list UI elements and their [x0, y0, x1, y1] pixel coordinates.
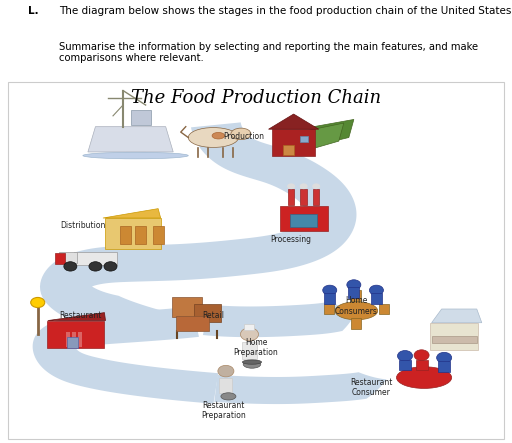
Circle shape	[414, 350, 429, 361]
FancyBboxPatch shape	[438, 361, 450, 372]
FancyBboxPatch shape	[120, 226, 131, 244]
Ellipse shape	[243, 360, 262, 364]
FancyBboxPatch shape	[66, 332, 70, 347]
Ellipse shape	[188, 128, 239, 148]
FancyBboxPatch shape	[399, 360, 411, 370]
Ellipse shape	[243, 360, 261, 368]
Text: Home
Consumers: Home Consumers	[335, 296, 378, 316]
Polygon shape	[88, 127, 173, 152]
FancyBboxPatch shape	[379, 303, 389, 315]
Circle shape	[347, 280, 361, 290]
Polygon shape	[203, 302, 356, 337]
FancyBboxPatch shape	[176, 316, 208, 330]
Polygon shape	[103, 209, 161, 218]
FancyBboxPatch shape	[351, 290, 361, 301]
FancyBboxPatch shape	[324, 293, 335, 303]
FancyBboxPatch shape	[348, 288, 359, 298]
FancyBboxPatch shape	[371, 293, 382, 303]
FancyBboxPatch shape	[8, 82, 504, 439]
FancyBboxPatch shape	[74, 252, 117, 265]
FancyBboxPatch shape	[301, 189, 307, 205]
FancyBboxPatch shape	[351, 318, 361, 329]
Circle shape	[312, 183, 320, 189]
Polygon shape	[215, 372, 387, 404]
FancyBboxPatch shape	[290, 214, 317, 227]
Text: Summarise the information by selecting and reporting the main features, and make: Summarise the information by selecting a…	[59, 42, 478, 63]
Polygon shape	[314, 120, 354, 145]
FancyBboxPatch shape	[78, 332, 82, 347]
Ellipse shape	[221, 393, 236, 400]
Text: Distribution: Distribution	[60, 221, 105, 229]
FancyBboxPatch shape	[280, 206, 328, 231]
Ellipse shape	[231, 128, 251, 140]
Ellipse shape	[83, 152, 188, 159]
Text: Processing: Processing	[271, 235, 312, 244]
Polygon shape	[268, 114, 318, 129]
Circle shape	[31, 297, 45, 307]
FancyBboxPatch shape	[68, 337, 78, 348]
FancyBboxPatch shape	[283, 145, 294, 155]
FancyBboxPatch shape	[244, 324, 254, 330]
FancyBboxPatch shape	[59, 252, 77, 263]
Circle shape	[300, 183, 308, 189]
FancyBboxPatch shape	[288, 189, 294, 205]
FancyBboxPatch shape	[172, 297, 202, 317]
Text: L.: L.	[28, 6, 39, 16]
Text: Restaurant: Restaurant	[59, 311, 101, 320]
FancyBboxPatch shape	[47, 321, 104, 348]
Circle shape	[241, 328, 259, 341]
Text: Restaurant
Consumer: Restaurant Consumer	[350, 377, 393, 397]
Circle shape	[64, 262, 77, 271]
Circle shape	[323, 285, 337, 295]
Text: The Food Production Chain: The Food Production Chain	[131, 89, 381, 107]
FancyBboxPatch shape	[55, 253, 66, 264]
Text: Retail: Retail	[202, 311, 224, 320]
FancyBboxPatch shape	[72, 332, 76, 347]
Circle shape	[397, 350, 413, 361]
FancyBboxPatch shape	[105, 218, 161, 249]
Ellipse shape	[212, 132, 225, 139]
Circle shape	[104, 262, 117, 271]
Text: The diagram below shows the stages in the food production chain of the United St: The diagram below shows the stages in th…	[59, 6, 512, 16]
FancyBboxPatch shape	[135, 226, 146, 244]
Polygon shape	[48, 313, 105, 321]
Polygon shape	[309, 123, 344, 148]
Circle shape	[437, 352, 452, 363]
FancyBboxPatch shape	[313, 189, 319, 205]
FancyBboxPatch shape	[431, 323, 478, 350]
FancyBboxPatch shape	[242, 342, 257, 359]
FancyBboxPatch shape	[153, 226, 164, 244]
Ellipse shape	[335, 302, 378, 320]
FancyBboxPatch shape	[324, 303, 334, 315]
Text: Production: Production	[223, 132, 264, 141]
Circle shape	[369, 285, 383, 295]
Circle shape	[287, 183, 295, 189]
FancyBboxPatch shape	[272, 129, 315, 156]
Polygon shape	[40, 122, 356, 330]
FancyBboxPatch shape	[194, 303, 221, 322]
Circle shape	[89, 262, 102, 271]
Ellipse shape	[396, 367, 452, 389]
Polygon shape	[432, 309, 482, 323]
Circle shape	[218, 365, 234, 377]
FancyBboxPatch shape	[219, 377, 232, 393]
FancyBboxPatch shape	[300, 136, 308, 142]
FancyBboxPatch shape	[131, 110, 151, 125]
FancyBboxPatch shape	[432, 336, 477, 343]
FancyBboxPatch shape	[416, 360, 428, 370]
Text: Restaurant
Preparation: Restaurant Preparation	[201, 401, 246, 420]
Polygon shape	[33, 307, 218, 404]
Text: Home
Preparation: Home Preparation	[233, 338, 279, 358]
